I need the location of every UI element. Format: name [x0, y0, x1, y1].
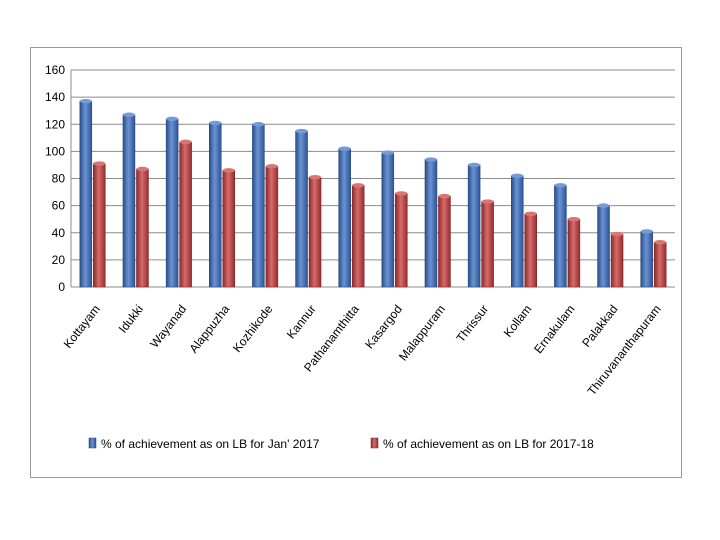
legend-label: % of achievement as on LB for Jan' 2017 [101, 437, 320, 451]
bar-top [554, 183, 567, 188]
bar-top [395, 191, 408, 196]
bar-jan2017-wayanad [165, 118, 179, 288]
x-tick-label: Palakkad [579, 302, 620, 350]
bar-2017-18-wayanad [179, 141, 192, 288]
bar-top [209, 120, 222, 126]
x-tick-label: Ernakulam [531, 302, 577, 356]
x-tick-label: Alappuzha [186, 302, 232, 356]
bar-top [511, 173, 524, 178]
x-tick-label: Kollam [501, 302, 535, 340]
bar-top [309, 174, 322, 180]
bar-top [654, 240, 667, 245]
bar-top [252, 122, 265, 127]
bar-2017-18-alappuzha [222, 170, 235, 288]
y-tick-label: 20 [52, 253, 66, 267]
bar-jan2017-ernakulam [554, 185, 567, 288]
bar-top [122, 112, 135, 117]
x-tick-label: Kannur [284, 302, 319, 341]
legend-swatch [88, 437, 97, 449]
bar-top [438, 193, 451, 199]
bar-jan2017-kannur [295, 130, 308, 288]
x-tick-label: Kozhikode [230, 302, 276, 355]
bar-top [79, 98, 92, 104]
bar-top [166, 116, 179, 122]
x-tick-label: Idukki [116, 302, 146, 335]
bar-top [567, 216, 580, 222]
bar-jan2017-alappuzha [209, 122, 222, 288]
x-tick-label: Thiruvananthapuram [585, 302, 664, 398]
bar-jan2017-thiruvananthapuram [640, 231, 653, 288]
bar-top [468, 162, 481, 168]
bar-2017-18-thiruvananthapuram [653, 241, 667, 288]
bar-top [93, 161, 106, 166]
y-tick-label: 160 [45, 63, 65, 77]
y-tick-label: 0 [58, 280, 65, 294]
bar-top [222, 168, 235, 173]
bar-top [424, 157, 437, 162]
x-tick-label: Thrissur [454, 302, 492, 345]
bar-top [640, 229, 653, 234]
legend-label: % of achievement as on LB for 2017-18 [383, 437, 594, 451]
legend-swatch [370, 437, 379, 449]
x-tick-label: Kottayam [61, 302, 103, 351]
bar-top [481, 199, 494, 204]
bar-top [524, 211, 537, 216]
bar-2017-18-kannur [308, 176, 322, 288]
bar-2017-18-malappuram [438, 195, 451, 288]
x-tick-label: Wayanad [147, 302, 189, 350]
bar-jan2017-kasargod [381, 152, 395, 288]
bar-jan2017-kottayam [79, 100, 93, 288]
y-tick-label: 60 [52, 199, 66, 213]
bar-jan2017-thrissur [467, 164, 481, 288]
y-tick-label: 140 [45, 90, 65, 104]
bar-jan2017-kollam [511, 175, 524, 288]
chart-frame: 0 20 40 60 80 100 120 140 160 Kottayam Idukki Wayan… [30, 47, 682, 478]
bar-top [136, 166, 149, 172]
bar-2017-18-thrissur [481, 201, 494, 288]
bar-2017-18-kozhikode [265, 166, 279, 288]
bar-jan2017-malappuram [424, 159, 438, 288]
bar-jan2017-pathanamthitta [338, 148, 351, 288]
bar-top [597, 203, 610, 208]
bar-top [179, 139, 192, 145]
y-tick-label: 120 [45, 117, 65, 131]
bar-top [338, 146, 351, 151]
bar-2017-18-kasargod [395, 193, 408, 288]
bar-top [352, 183, 365, 188]
bar-top [381, 150, 394, 155]
bar-2017-18-kottayam [93, 163, 106, 288]
bar-2017-18-pathanamthitta [351, 185, 365, 288]
bar-2017-18-kollam [524, 213, 537, 288]
y-tick-label: 40 [52, 226, 66, 240]
bar-jan2017-palakkad [597, 205, 610, 288]
bar-chart: 0 20 40 60 80 100 120 140 160 Kottayam Idukki Wayan… [45, 63, 675, 451]
bar-jan2017-kozhikode [252, 124, 265, 288]
x-tick-label: Kasargod [362, 302, 405, 351]
y-tick-label: 80 [52, 172, 66, 186]
bar-top [295, 128, 308, 134]
y-tick-label: 100 [45, 144, 65, 158]
bar-top [265, 164, 278, 169]
bar-2017-18-idukki [136, 168, 149, 288]
bar-jan2017-idukki [122, 114, 136, 288]
bar-2017-18-palakkad [610, 233, 624, 288]
bar-top [611, 231, 624, 237]
bar-2017-18-ernakulam [567, 218, 581, 288]
